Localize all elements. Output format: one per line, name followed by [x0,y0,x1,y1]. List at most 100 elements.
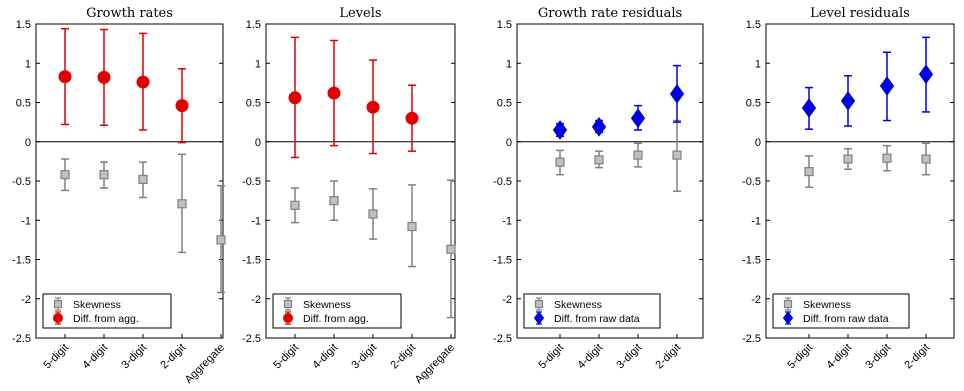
chart-title: Levels [339,6,381,21]
legend-label: Diff. from raw data [803,313,889,325]
x-tick-label: Aggregate [413,342,457,386]
data-point [591,116,607,137]
x-tick-label: 5-digit [785,342,815,372]
chart-title: Growth rates [86,6,173,21]
y-tick-label: -2.5 [12,333,31,345]
plot-area [265,23,456,339]
data-point [407,221,417,232]
data-point [60,170,70,180]
legend-marker [533,311,545,325]
data-point [366,100,380,114]
data-point [879,76,895,96]
y-tick-label: 1.5 [746,19,761,31]
x-tick-label: 2-digit [902,342,932,372]
x-tick-label: 4-digit [80,342,110,372]
legend: Skewness Diff. from agg. [272,293,402,329]
plot-area [516,23,704,339]
chart-title: Level residuals [810,6,910,21]
legend: Skewness Diff. from raw data [772,293,910,329]
data-point [99,170,109,180]
y-tick-label: -0.5 [242,176,261,188]
x-tick-label: 3-digit [349,342,379,372]
legend-box [523,293,661,329]
data-point [327,86,341,100]
x-tick-label: 4-digit [575,342,605,372]
y-tick-label: 0.5 [246,98,261,110]
legend-label: Diff. from agg. [303,313,369,325]
y-tick-label: -1 [251,215,261,227]
x-tick-label: 5-digit [41,342,71,372]
data-point [840,91,856,111]
data-point [633,150,643,160]
y-tick-label: 0 [506,137,512,149]
data-point [58,70,72,84]
data-point [97,70,111,84]
data-point [552,120,568,140]
chart-panel: Level residuals 1.5 1 0.5 0 -0.5 -1 -1.5 -2 -2.5 5… [742,6,955,372]
legend-marker [783,299,793,309]
y-tick-label: 0.5 [497,98,512,110]
legend-marker [53,299,63,309]
y-tick-label: 0 [25,137,31,149]
y-tick-label: -1 [21,215,31,227]
data-point [405,111,419,125]
data-point [288,91,302,105]
legend-label: Skewness [554,299,602,311]
data-point [329,196,339,206]
data-point [368,209,378,219]
y-tick-label: 0 [255,137,261,149]
chart-panel: Growth rate residuals 1.5 1 0.5 0 -0.5 -1 -1.5 -… [493,6,704,372]
y-tick-label: -1 [502,215,512,227]
legend-marker [534,299,544,309]
x-tick-label: 2-digit [653,342,683,372]
data-point [555,157,565,167]
y-tick-label: -2.5 [242,333,261,345]
data-point [801,98,817,118]
y-tick-label: -1 [751,215,761,227]
legend: Skewness Diff. from agg. [42,293,172,329]
x-tick-label: 5-digit [271,342,301,372]
y-tick-label: 1 [255,58,261,70]
y-tick-label: 0.5 [746,98,761,110]
data-point [921,154,931,164]
legend-marker [53,313,63,323]
y-tick-label: 1 [25,58,31,70]
data-point [175,99,189,113]
chart-title: Growth rate residuals [538,6,682,21]
legend-marker [283,313,293,323]
x-tick-label: 4-digit [824,342,854,372]
legend-label: Diff. from raw data [554,313,640,325]
data-point [594,155,604,165]
chart-panel: Growth rates 1.5 1 0.5 0 -0.5 -1 -1.5 -2 -2.5 5-di… [12,6,227,386]
legend: Skewness Diff. from raw data [523,293,661,329]
y-tick-label: 1.5 [16,19,31,31]
y-tick-label: -0.5 [493,176,512,188]
data-point [843,154,853,164]
y-tick-label: 0.5 [16,98,31,110]
plot-area [765,23,955,339]
chart-panel: Levels 1.5 1 0.5 0 -0.5 -1 -1.5 -2 -2.5 5-digit 4-d… [242,6,457,386]
legend-label: Skewness [303,299,351,311]
y-tick-label: 1.5 [497,19,512,31]
data-point [216,235,226,245]
y-tick-label: -0.5 [12,176,31,188]
data-point [669,84,685,104]
x-tick-label: Aggregate [183,342,227,386]
x-tick-label: 2-digit [388,342,418,372]
x-tick-label: 3-digit [614,342,644,372]
y-tick-label: 1.5 [246,19,261,31]
legend-marker [283,299,293,309]
y-tick-label: -1.5 [493,255,512,267]
legend-label: Skewness [73,299,121,311]
y-tick-label: -1.5 [742,255,761,267]
x-tick-label: 3-digit [863,342,893,372]
x-tick-label: 5-digit [536,342,566,372]
data-point [804,166,814,177]
y-tick-label: -2 [751,294,761,306]
legend-marker [782,311,794,325]
legend-label: Skewness [803,299,851,311]
y-tick-label: -0.5 [742,176,761,188]
data-point [290,200,300,210]
data-point [136,75,150,89]
